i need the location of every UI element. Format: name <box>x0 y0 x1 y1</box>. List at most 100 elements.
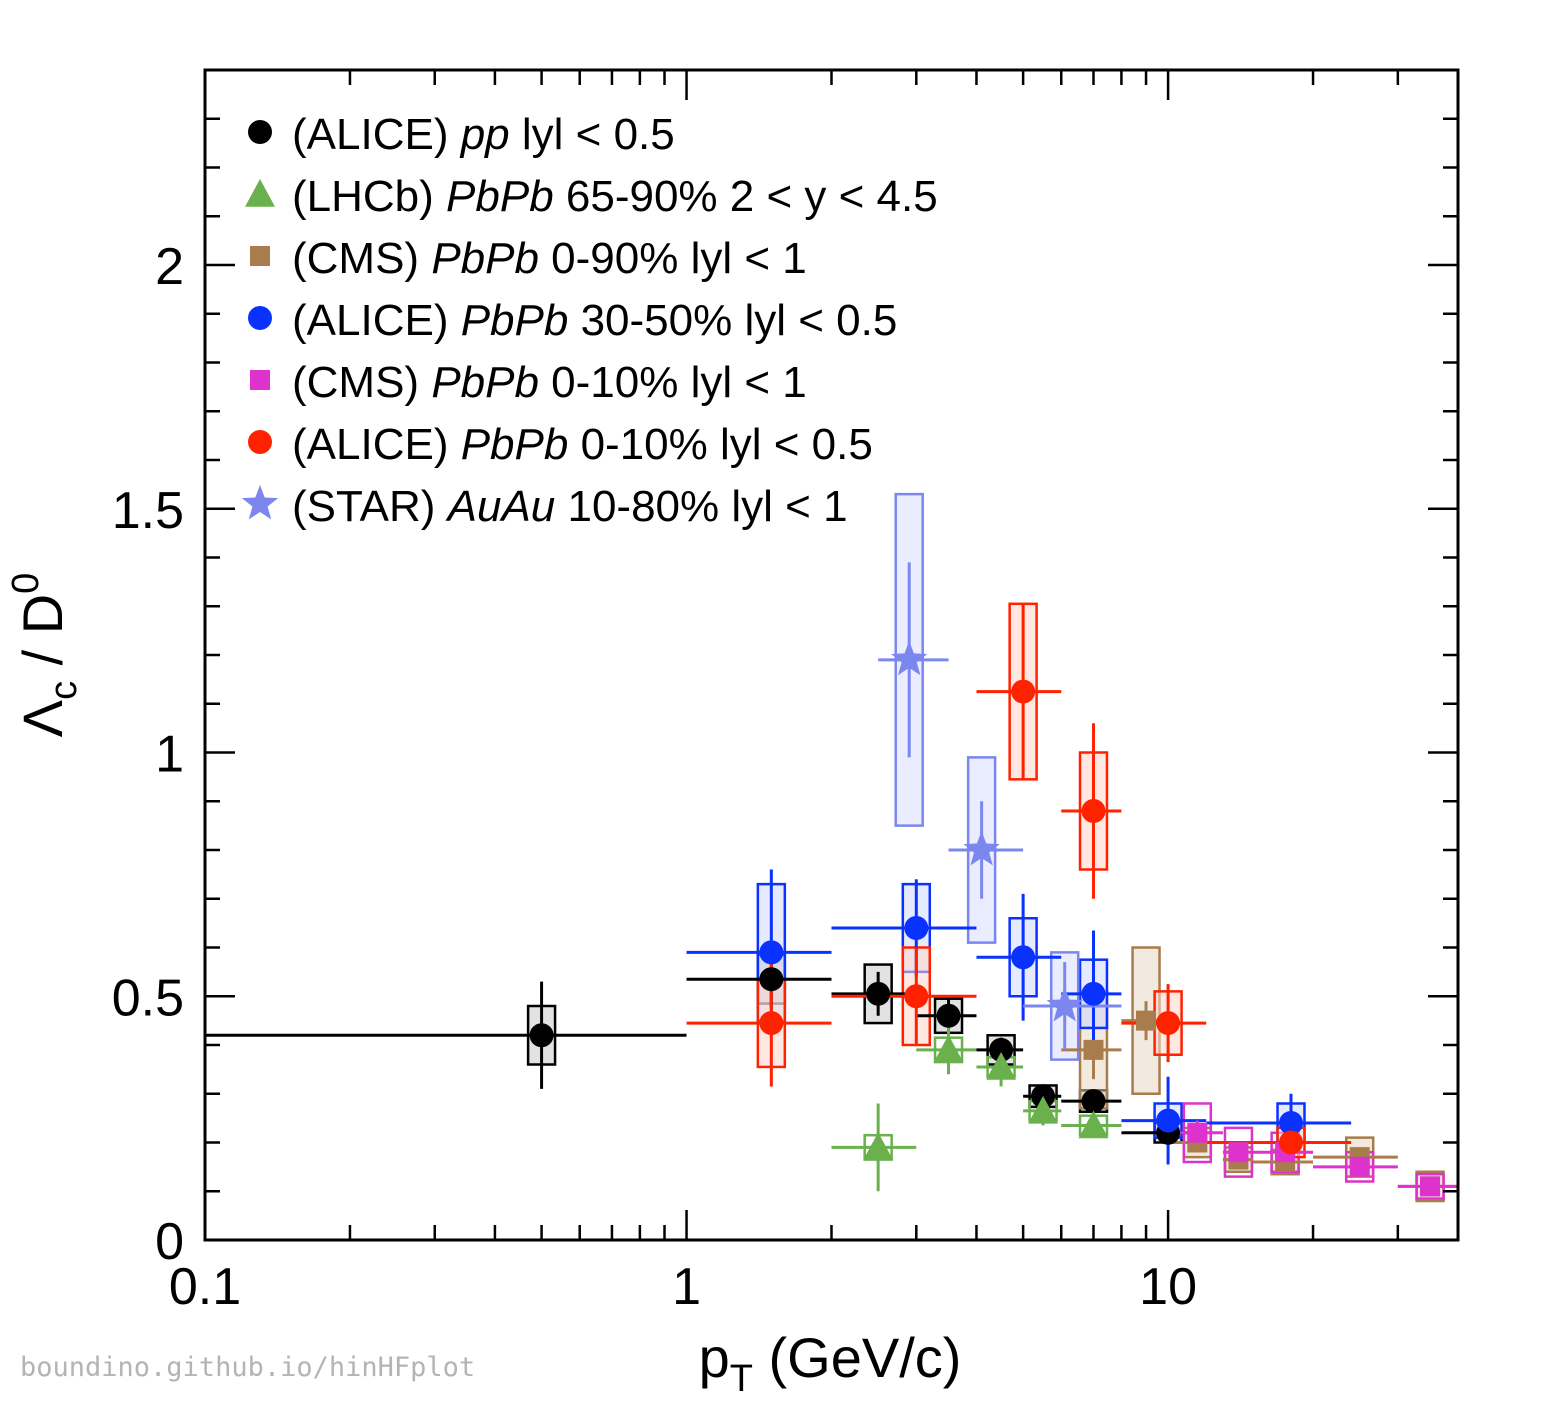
legend-label-system: PbPb <box>431 358 539 407</box>
data-point <box>1228 1142 1249 1163</box>
data-point <box>1156 1011 1181 1036</box>
sys-cms-pbpb-0-10 <box>1182 1102 1445 1200</box>
x-axis-label-main: p <box>699 1326 730 1389</box>
legend-label-suffix: 0-10% lyl < 1 <box>539 358 807 407</box>
data-point <box>759 1011 784 1036</box>
legend-entry-alice-pp: (ALICE) pp lyl < 0.5 <box>248 110 675 159</box>
err-alice-pbpb-30-50 <box>686 869 1352 1165</box>
legend-label-system: PbPb <box>461 420 569 469</box>
axis-tick-labels: 0.1 1 10 0 0.5 1 1.5 2 <box>112 238 1197 1316</box>
data-point <box>1420 1176 1441 1197</box>
x-axis-label-rest: (GeV/c) <box>753 1326 961 1389</box>
markers-alice-pbpb-30-50 <box>759 916 1304 1135</box>
legend-label-prefix: (ALICE) <box>292 296 461 345</box>
legend-marker <box>248 430 272 454</box>
legend-label-system: PbPb <box>461 296 569 345</box>
data-point <box>863 1132 894 1161</box>
x-tick-label: 0.1 <box>169 1258 241 1316</box>
data-point <box>1028 1095 1059 1124</box>
legend-entry-alice-pbpb-30-50: (ALICE) PbPb 30-50% lyl < 0.5 <box>248 296 897 345</box>
legend-label-suffix: 65-90% 2 < y < 4.5 <box>554 172 938 221</box>
data-point <box>1046 987 1083 1022</box>
y-axis-label-main: Λ <box>11 699 74 737</box>
err-cms-pbpb-0-90 <box>1061 1001 1458 1192</box>
legend-entry-alice-pbpb-0-10: (ALICE) PbPb 0-10% lyl < 0.5 <box>248 420 873 469</box>
legend-entry-cms-pbpb-0-90: (CMS) PbPb 0-90% lyl < 1 <box>250 234 807 283</box>
legend-marker <box>250 370 270 390</box>
markers-alice-pp <box>529 967 1181 1145</box>
legend-label: (STAR) AuAu 10-80% lyl < 1 <box>292 482 848 531</box>
legend-marker <box>248 120 272 144</box>
legend-label-prefix: (ALICE) <box>292 420 461 469</box>
y-tick-label: 2 <box>155 238 184 296</box>
data-point <box>1279 1111 1304 1135</box>
data-point <box>1011 945 1036 970</box>
legend-label-suffix: 0-90% lyl < 1 <box>539 234 807 283</box>
data-point <box>1136 1010 1157 1031</box>
y-axis-label-rest: / D <box>11 594 74 681</box>
data-point <box>866 981 891 1006</box>
legend-marker <box>245 179 275 207</box>
markers-alice-pbpb-0-10 <box>759 679 1304 1155</box>
legend-marker <box>248 306 272 330</box>
data-point <box>904 916 929 940</box>
legend-entry-star-auau: (STAR) AuAu 10-80% lyl < 1 <box>241 482 848 531</box>
y-axis-label: Λc / D0 <box>5 573 85 738</box>
data-point <box>759 940 784 965</box>
legend-entry-lhcb-pbpb: (LHCb) PbPb 65-90% 2 < y < 4.5 <box>245 172 938 221</box>
watermark: boundino.github.io/hinHFplot <box>20 1352 475 1383</box>
axis-ticks <box>203 68 1460 1242</box>
legend-label-prefix: (CMS) <box>292 234 431 283</box>
legend-label-system: AuAu <box>445 482 556 531</box>
x-axis-label: pT (GeV/c) <box>699 1326 962 1400</box>
legend-label-system: PbPb <box>431 234 539 283</box>
data-point <box>1279 1130 1304 1155</box>
legend-label-suffix: 0-10% lyl < 0.5 <box>568 420 873 469</box>
data-point <box>933 1034 964 1063</box>
data-point <box>1083 1039 1104 1060</box>
y-tick-label: 0 <box>155 1213 184 1271</box>
legend-marker <box>250 246 270 266</box>
data-point <box>1349 1156 1370 1177</box>
legend-label-prefix: (LHCb) <box>292 172 446 221</box>
data-point <box>1011 679 1036 704</box>
data-point <box>891 640 928 676</box>
x-tick-label: 1 <box>672 1258 701 1316</box>
markers-star-auau <box>891 640 1083 1022</box>
legend-label: (ALICE) pp lyl < 0.5 <box>292 110 675 159</box>
legend-label-suffix: lyl < 0.5 <box>510 110 675 159</box>
axes: 0.1 1 10 0 0.5 1 1.5 2 <box>112 68 1460 1316</box>
legend: (ALICE) pp lyl < 0.5 (LHCb) PbPb 65-90% 2… <box>241 110 938 531</box>
data-point <box>529 1023 554 1048</box>
legend-label-suffix: 10-80% lyl < 1 <box>555 482 847 531</box>
data-point <box>936 1003 961 1028</box>
data-point <box>904 984 929 1009</box>
legend-label-system: pp <box>459 110 510 159</box>
legend-label: (CMS) PbPb 0-90% lyl < 1 <box>292 234 807 283</box>
y-tick-label: 1 <box>155 726 184 784</box>
y-tick-label: 0.5 <box>112 969 184 1027</box>
legend-label: (ALICE) PbPb 0-10% lyl < 0.5 <box>292 420 873 469</box>
data-point <box>1081 1089 1106 1114</box>
y-tick-label: 1.5 <box>112 482 184 540</box>
data-point <box>963 831 1000 866</box>
data-point <box>1078 1110 1109 1139</box>
data-point <box>989 1037 1014 1062</box>
statistical-error-bars <box>205 562 1458 1194</box>
legend-label: (LHCb) PbPb 65-90% 2 < y < 4.5 <box>292 172 938 221</box>
x-axis-label-sub: T <box>730 1358 753 1400</box>
markers-cms-pbpb-0-10 <box>1187 1122 1441 1197</box>
y-axis-label-sub: c <box>43 681 85 700</box>
legend-entry-cms-pbpb-0-10: (CMS) PbPb 0-10% lyl < 1 <box>250 358 807 407</box>
legend-label-system: PbPb <box>446 172 554 221</box>
data-point <box>1156 1108 1181 1133</box>
legend-marker <box>241 485 279 520</box>
legend-label-prefix: (CMS) <box>292 358 431 407</box>
data-point <box>1187 1122 1208 1143</box>
legend-label-suffix: 30-50% lyl < 0.5 <box>568 296 897 345</box>
data-point <box>1081 981 1106 1006</box>
x-tick-label: 10 <box>1139 1258 1197 1316</box>
legend-label-prefix: (STAR) <box>292 482 448 531</box>
data-markers <box>529 640 1441 1197</box>
